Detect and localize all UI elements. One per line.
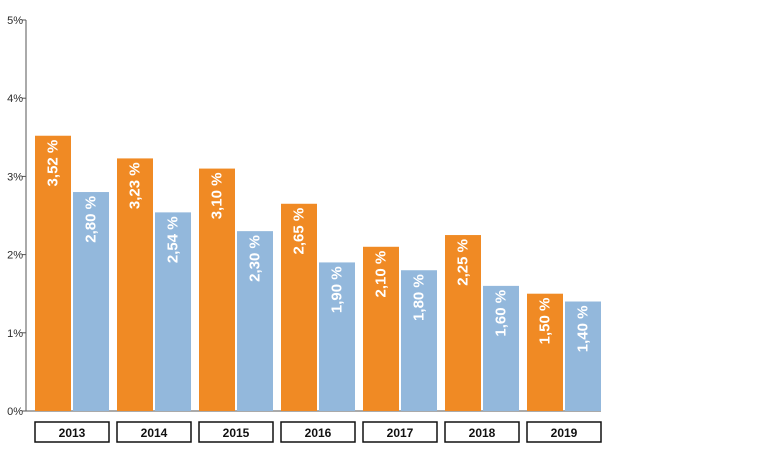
bar-series-1-2017 (363, 246, 399, 411)
y-tick-label: 1% (7, 328, 23, 340)
category-box (280, 421, 356, 443)
x-tick-label: 2019 (551, 426, 578, 440)
data-label: 1,50 % (537, 298, 554, 345)
y-tick-label: 5% (7, 15, 23, 27)
data-label: 1,80 % (411, 274, 428, 321)
data-label: 2,80 % (83, 196, 100, 243)
x-tick-label: 2018 (469, 426, 496, 440)
data-label: 3,23 % (127, 162, 144, 209)
category-box (116, 421, 192, 443)
x-tick-label: 2015 (223, 426, 250, 440)
bar-series-1-2018 (445, 235, 481, 411)
bar-series-2-2019 (565, 301, 601, 411)
category-box (198, 421, 274, 443)
data-label: 1,40 % (575, 306, 592, 353)
x-tick-label: 2016 (305, 426, 332, 440)
data-label: 1,90 % (329, 266, 346, 313)
y-tick-label: 0% (7, 406, 23, 418)
x-tick-label: 2013 (59, 426, 86, 440)
bar-series-2-2016 (319, 262, 355, 411)
y-tick-label: 2% (7, 250, 23, 262)
data-label: 2,10 % (373, 251, 390, 298)
category-box (362, 421, 438, 443)
bar-series-1-2014 (117, 158, 153, 411)
bar-series-2-2018 (483, 285, 519, 411)
bar-series-2-2015 (237, 231, 273, 411)
bar-series-1-2019 (527, 293, 563, 411)
category-box (526, 421, 602, 443)
y-tick-label: 3% (7, 171, 23, 183)
data-label: 2,65 % (291, 208, 308, 255)
data-label: 3,10 % (209, 173, 226, 220)
y-tick-label: 4% (7, 93, 23, 105)
bar-series-2-2014 (155, 212, 191, 411)
data-label: 2,25 % (455, 239, 472, 286)
data-label: 1,60 % (493, 290, 510, 337)
bar-series-1-2016 (281, 203, 317, 411)
data-label: 2,54 % (165, 216, 182, 263)
x-tick-label: 2014 (141, 426, 168, 440)
data-label: 3,52 % (45, 140, 62, 187)
x-tick-label: 2017 (387, 426, 414, 440)
bar-series-2-2017 (401, 270, 437, 411)
bar-series-2-2013 (73, 192, 109, 411)
bar-series-1-2013 (35, 135, 71, 411)
category-box (34, 421, 110, 443)
category-box (444, 421, 520, 443)
bar-series-1-2015 (199, 168, 235, 411)
data-label: 2,30 % (247, 235, 264, 282)
